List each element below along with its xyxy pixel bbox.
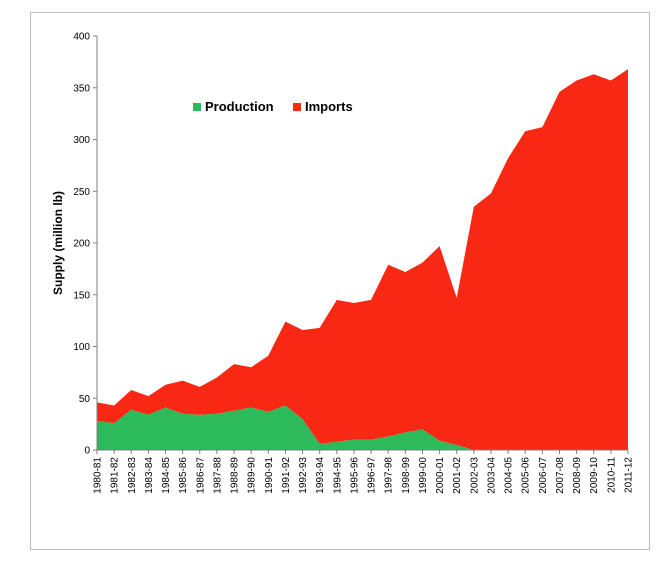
legend-swatch xyxy=(193,103,201,111)
x-tick-label: 2002-03 xyxy=(469,457,480,494)
x-tick-label: 1994-95 xyxy=(332,457,343,494)
x-tick-label: 1997-98 xyxy=(384,457,395,494)
y-tick-label: 150 xyxy=(73,290,90,301)
x-tick-label: 1998-99 xyxy=(401,457,412,494)
x-tick-label: 1982-83 xyxy=(127,457,138,494)
chart-frame: 0 50 100 150 200 250 300 350 400 1980-81 1981-82 1… xyxy=(30,12,650,550)
area-production xyxy=(97,405,628,450)
x-tick-labels: 1980-81 1981-82 1982-83 1983-84 1984-85 1985-… xyxy=(93,457,635,494)
x-tick-label: 1999-00 xyxy=(418,457,429,494)
x-tick-label: 1987-88 xyxy=(212,457,223,494)
legend: Production Imports xyxy=(193,99,353,114)
x-tick-label: 1991-92 xyxy=(281,457,292,494)
y-tick-label: 350 xyxy=(73,83,90,94)
x-tick-label: 1995-96 xyxy=(349,457,360,494)
x-tick-label: 2001-02 xyxy=(452,457,463,494)
x-tick-label: 2010-11 xyxy=(606,457,617,493)
x-tick-label: 2007-08 xyxy=(555,457,566,494)
x-tick-label: 1984-85 xyxy=(161,457,172,494)
x-tick-label: 2000-01 xyxy=(435,457,446,494)
x-tick-label: 2008-09 xyxy=(572,457,583,494)
x-tick-label: 2004-05 xyxy=(504,457,515,494)
x-tick-label: 1989-90 xyxy=(247,457,258,494)
x-tick-label: 1993-94 xyxy=(315,457,326,494)
y-tick-label: 100 xyxy=(73,342,90,353)
legend-item-production: Production xyxy=(193,99,274,114)
x-tick-label: 1992-93 xyxy=(298,457,309,494)
x-tick-label: 1981-82 xyxy=(110,457,121,494)
areas-layer xyxy=(97,69,628,450)
y-tick-label: 0 xyxy=(84,446,90,457)
y-axis-title: Supply (million lb) xyxy=(51,191,65,295)
y-tick-label: 50 xyxy=(79,394,91,405)
x-tick-label: 2003-04 xyxy=(486,457,497,494)
x-tick-label: 2005-06 xyxy=(521,457,532,494)
legend-label: Production xyxy=(205,99,274,114)
x-tick-label: 1980-81 xyxy=(93,457,104,494)
x-tick-label: 1983-84 xyxy=(144,457,155,494)
y-tick-labels: 0 50 100 150 200 250 300 350 400 xyxy=(73,32,90,457)
x-tick-label: 1985-86 xyxy=(178,457,189,494)
area-imports xyxy=(97,69,628,450)
y-tick-label: 300 xyxy=(73,135,90,146)
x-tick-label: 2006-07 xyxy=(538,457,549,494)
x-tick-label: 1988-89 xyxy=(230,457,241,494)
x-tick-label: 1996-97 xyxy=(367,457,378,494)
x-tick-label: 1986-87 xyxy=(195,457,206,494)
y-tick-label: 200 xyxy=(73,239,90,250)
x-tick-label: 2011-12 xyxy=(624,457,635,493)
x-tick-label: 2009-10 xyxy=(589,457,600,494)
legend-label: Imports xyxy=(305,99,353,114)
y-tick-label: 250 xyxy=(73,187,90,198)
y-tick-label: 400 xyxy=(73,32,90,43)
legend-swatch xyxy=(293,103,301,111)
axes-layer xyxy=(93,35,629,454)
legend-item-imports: Imports xyxy=(293,99,353,114)
x-tick-label: 1990-91 xyxy=(264,457,275,494)
